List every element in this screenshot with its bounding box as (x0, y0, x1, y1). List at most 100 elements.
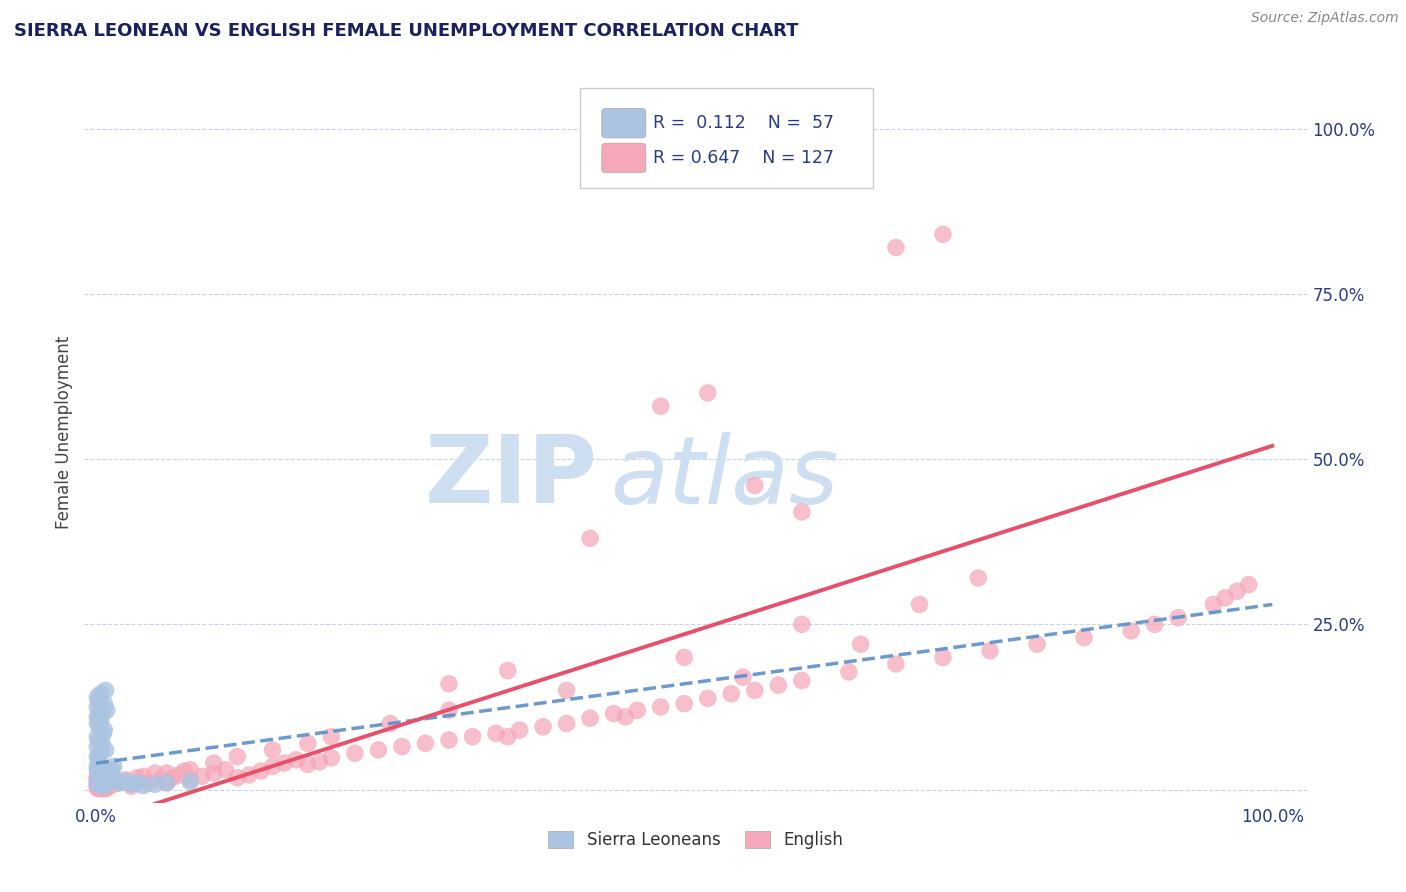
Point (97, 780, 120, 794)
Point (86, 776, 108, 790)
Point (673, 697, 696, 711)
Point (97, 776, 120, 790)
Point (91, 779, 114, 793)
Point (297, 757, 319, 772)
Point (103, 777, 125, 791)
Point (89, 720, 111, 734)
Point (143, 766, 166, 780)
Point (91, 768, 114, 782)
Point (156, 774, 179, 789)
Point (90, 780, 112, 794)
Point (380, 716, 402, 731)
Point (87, 774, 110, 789)
Point (90, 771, 112, 785)
Point (86, 749, 108, 764)
Point (91, 775, 114, 789)
Point (343, 746, 366, 760)
Point (908, 598, 931, 612)
Point (744, 478, 766, 492)
Point (87, 766, 110, 780)
Point (89, 772, 111, 786)
Point (91, 772, 114, 786)
Point (91, 776, 114, 790)
Point (93, 781, 115, 796)
Point (579, 532, 602, 546)
Point (87, 780, 110, 795)
Point (86, 739, 108, 754)
Point (1073, 631, 1095, 645)
Point (731, 670, 754, 684)
Point (202, 766, 225, 780)
Point (89, 781, 111, 796)
Point (108, 776, 131, 790)
Point (86, 759, 108, 773)
Point (967, 571, 990, 585)
Point (308, 755, 330, 769)
Point (790, 505, 813, 519)
Point (415, 736, 437, 750)
Point (96, 703, 118, 717)
Point (1213, 591, 1236, 605)
Point (89, 780, 111, 794)
Point (94, 683, 117, 698)
Point (120, 779, 142, 793)
Point (790, 617, 813, 632)
Point (226, 771, 249, 785)
Point (162, 771, 184, 785)
Point (91, 780, 114, 795)
Point (87, 779, 110, 793)
Point (132, 769, 155, 783)
Point (437, 703, 460, 717)
Text: SIERRA LEONEAN VS ENGLISH FEMALE UNEMPLOYMENT CORRELATION CHART: SIERRA LEONEAN VS ENGLISH FEMALE UNEMPLO… (14, 22, 799, 40)
Point (87, 733, 110, 747)
Point (127, 771, 149, 785)
Point (391, 739, 413, 754)
Point (167, 768, 190, 782)
Point (86, 779, 108, 793)
FancyBboxPatch shape (602, 108, 645, 138)
Point (86, 730, 108, 744)
Point (614, 710, 637, 724)
Point (531, 720, 554, 734)
Point (768, 678, 790, 692)
Y-axis label: Female Unemployment: Female Unemployment (55, 336, 73, 529)
Point (90, 778, 112, 792)
Point (94, 766, 117, 780)
Point (87, 711, 110, 725)
Point (90, 778, 112, 792)
Point (579, 711, 602, 725)
Point (86, 775, 108, 789)
Point (93, 771, 115, 785)
Point (86, 690, 108, 704)
Point (91, 779, 114, 793)
Point (86, 700, 108, 714)
Point (87, 779, 110, 793)
Point (114, 774, 136, 789)
Point (97, 774, 120, 789)
Point (127, 776, 149, 790)
Point (87, 753, 110, 767)
Point (297, 736, 319, 750)
Point (96, 780, 118, 795)
Point (156, 776, 179, 790)
Point (93, 697, 115, 711)
FancyBboxPatch shape (579, 88, 873, 188)
Point (86, 773, 108, 788)
Point (89, 777, 111, 791)
Point (1143, 617, 1166, 632)
Point (485, 726, 508, 740)
Point (87, 777, 110, 791)
Point (321, 730, 343, 744)
Point (90, 770, 112, 784)
Point (87, 693, 110, 707)
Point (650, 700, 672, 714)
Point (86, 781, 108, 796)
Point (262, 759, 284, 773)
Point (673, 650, 696, 665)
Point (437, 677, 460, 691)
Point (555, 716, 578, 731)
Point (238, 768, 260, 782)
Point (979, 644, 1001, 658)
Point (90, 713, 112, 727)
Point (90, 774, 112, 789)
